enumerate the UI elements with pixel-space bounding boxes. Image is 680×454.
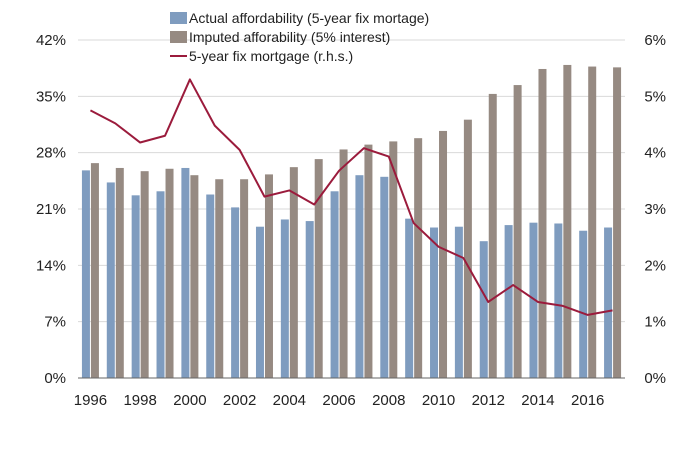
y-tick-label: 14% (36, 257, 66, 274)
y2-tick-label: 6% (644, 32, 666, 49)
bar-actual-affordability (181, 167, 190, 378)
bar-actual-affordability (579, 230, 588, 378)
bar-imputed-affordability (414, 138, 423, 378)
line-series-group (89, 78, 613, 316)
bar-imputed-affordability (165, 168, 174, 378)
y-tick-label: 21% (36, 201, 66, 218)
x-tick-label: 2006 (322, 392, 355, 409)
bar-actual-affordability (405, 218, 414, 378)
y2-tick-label: 1% (644, 314, 666, 331)
legend-swatch (170, 31, 187, 43)
bar-imputed-affordability (439, 130, 448, 378)
bar-imputed-affordability (588, 66, 597, 379)
bar-imputed-affordability (190, 175, 199, 378)
bar-imputed-affordability (115, 167, 124, 378)
bar-imputed-affordability (389, 141, 398, 378)
legend-label: Imputed afforability (5% interest) (189, 29, 390, 45)
bar-imputed-affordability (613, 67, 622, 378)
bar-imputed-affordability (240, 179, 249, 378)
y2-tick-label: 5% (644, 88, 666, 105)
bar-actual-affordability (430, 227, 439, 378)
bar-actual-affordability (231, 207, 240, 378)
x-tick-label: 2008 (372, 392, 405, 409)
bar-imputed-affordability (488, 93, 497, 379)
bar-imputed-affordability (538, 68, 547, 378)
bar-actual-affordability (280, 219, 289, 378)
bar-actual-affordability (454, 226, 463, 378)
bar-actual-affordability (504, 225, 513, 378)
legend-swatch (170, 12, 187, 24)
bar-imputed-affordability (264, 174, 273, 378)
x-tick-label: 2010 (422, 392, 455, 409)
x-tick-label: 1998 (123, 392, 156, 409)
y-tick-label: 0% (44, 370, 66, 387)
mortgage-rate-line (89, 78, 613, 316)
x-tick-label: 2002 (223, 392, 256, 409)
y-tick-label: 28% (36, 145, 66, 162)
left-y-axis: 0% 7% 14% 21% 28% 35% 42% (36, 32, 66, 387)
bar-actual-affordability (554, 223, 563, 378)
x-axis: 1996 1998 2000 2002 2004 2006 2008 2010 2012 2014… (74, 392, 605, 409)
bar-actual-affordability (106, 182, 115, 378)
legend-label: 5-year fix mortgage (r.h.s.) (189, 48, 353, 64)
x-tick-label: 2016 (571, 392, 604, 409)
bar-imputed-affordability (513, 85, 522, 379)
legend-label: Actual affordability (5-year fix mortage… (189, 10, 429, 26)
bar-imputed-affordability (215, 179, 224, 378)
bar-imputed-affordability (463, 119, 472, 379)
bar-imputed-affordability (289, 167, 298, 378)
bar-imputed-affordability (563, 64, 572, 378)
y-tick-label: 42% (36, 32, 66, 49)
right-y-axis: 0% 1% 2% 3% 4% 5% 6% (644, 32, 666, 387)
bar-series (81, 64, 622, 379)
y2-tick-label: 4% (644, 145, 666, 162)
bar-imputed-affordability (140, 171, 149, 378)
bar-imputed-affordability (314, 159, 323, 378)
x-tick-label: 1996 (74, 392, 107, 409)
bar-actual-affordability (529, 222, 538, 378)
x-tick-label: 2004 (273, 392, 306, 409)
x-tick-label: 2012 (472, 392, 505, 409)
y2-tick-label: 3% (644, 201, 666, 218)
bar-actual-affordability (355, 175, 364, 378)
bar-imputed-affordability (90, 163, 99, 378)
y-tick-label: 7% (44, 314, 66, 331)
legend: Actual affordability (5-year fix mortage… (170, 10, 429, 64)
x-tick-label: 2014 (521, 392, 554, 409)
y2-tick-label: 2% (644, 257, 666, 274)
bar-actual-affordability (305, 221, 314, 378)
bar-actual-affordability (131, 195, 140, 378)
y-tick-label: 35% (36, 88, 66, 105)
bar-actual-affordability (604, 227, 613, 378)
bar-actual-affordability (479, 241, 488, 378)
y2-tick-label: 0% (644, 370, 666, 387)
bar-actual-affordability (380, 176, 389, 378)
bar-imputed-affordability (364, 144, 373, 378)
bar-actual-affordability (81, 170, 90, 378)
bar-actual-affordability (206, 194, 215, 378)
bar-imputed-affordability (339, 149, 348, 378)
bar-actual-affordability (156, 191, 165, 378)
x-tick-label: 2000 (173, 392, 206, 409)
bar-actual-affordability (255, 226, 264, 378)
bar-actual-affordability (330, 191, 339, 378)
